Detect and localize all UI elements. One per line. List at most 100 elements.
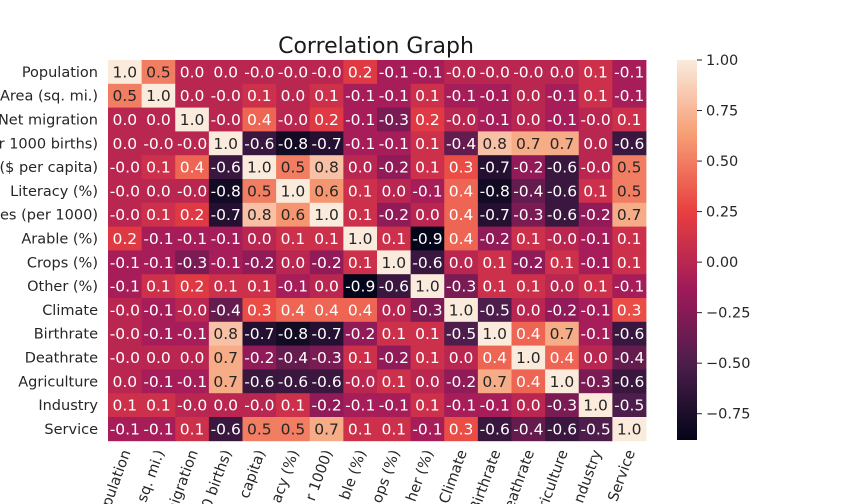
cell-value-label: 0.1	[583, 278, 608, 296]
cell-value-label: 0.1	[583, 87, 608, 105]
heatmap-cell	[612, 131, 647, 156]
heatmap-cell	[309, 107, 344, 132]
heatmap-cell	[309, 83, 344, 108]
heatmap-cell	[242, 417, 277, 442]
heatmap-cell	[242, 179, 277, 204]
cell-value-label: -0.2	[513, 159, 543, 177]
heatmap-cell	[276, 202, 311, 227]
heatmap-cell	[276, 226, 311, 251]
cell-value-label: 0.7	[550, 325, 575, 343]
cell-value-label: 0.4	[180, 159, 205, 177]
cell-value-label: 0.4	[516, 325, 541, 343]
cell-value-label: 0.5	[281, 420, 306, 438]
heatmap-cell	[309, 345, 344, 370]
cell-value-label: -0.2	[311, 254, 341, 272]
cell-value-label: -0.1	[345, 397, 375, 415]
row-label: Literacy (%)	[10, 184, 98, 200]
heatmap-cell	[444, 179, 479, 204]
heatmap-cell	[578, 274, 613, 299]
heatmap-cell	[545, 250, 580, 275]
column-label: eathrate	[502, 448, 538, 504]
cell-value-label: 0.3	[247, 301, 272, 319]
cell-value-label: 0.1	[516, 278, 541, 296]
heatmap-cell	[477, 155, 512, 180]
cell-value-label: -0.0	[110, 325, 140, 343]
heatmap-cell	[175, 369, 210, 394]
heatmap-cell	[175, 298, 210, 323]
cell-value-label: 0.0	[583, 349, 608, 367]
cell-value-label: 0.1	[281, 230, 306, 248]
row-label: es (per 1000)	[0, 208, 98, 224]
heatmap-cell	[208, 345, 243, 370]
heatmap-cell	[444, 250, 479, 275]
cell-value-label: 0.8	[482, 135, 507, 153]
cell-value-label: 0.1	[583, 182, 608, 200]
heatmap-cell	[410, 83, 445, 108]
heatmap-cell	[276, 179, 311, 204]
cell-value-label: 0.1	[550, 254, 575, 272]
heatmap-cell	[276, 369, 311, 394]
heatmap-cell	[511, 369, 546, 394]
cell-value-label: -0.3	[580, 373, 610, 391]
cell-value-label: 0.0	[516, 397, 541, 415]
heatmap-cell	[444, 345, 479, 370]
heatmap-cell	[545, 321, 580, 346]
cell-value-label: 0.4	[550, 349, 575, 367]
cell-value-label: -0.6	[547, 182, 577, 200]
cell-value-label: 0.1	[583, 63, 608, 81]
cell-value-label: 0.0	[180, 63, 205, 81]
cell-value-label: -0.7	[211, 206, 241, 224]
cell-value-label: -0.0	[580, 159, 610, 177]
heatmap-cell	[410, 202, 445, 227]
cell-value-label: -0.1	[177, 373, 207, 391]
heatmap-cell	[511, 179, 546, 204]
cell-value-label: -0.1	[446, 397, 476, 415]
row-label: Arable (%)	[21, 232, 98, 248]
heatmap-cell	[477, 417, 512, 442]
heatmap-cell	[175, 155, 210, 180]
heatmap-cell	[242, 369, 277, 394]
cell-value-label: 0.0	[180, 349, 205, 367]
cell-value-label: -0.1	[614, 63, 644, 81]
cell-value-label: 0.5	[112, 87, 137, 105]
heatmap-cell	[511, 250, 546, 275]
cell-value-label: 0.1	[146, 159, 171, 177]
column-label: Climate	[437, 448, 471, 504]
heatmap-cell	[343, 274, 378, 299]
heatmap-cell	[242, 298, 277, 323]
cell-value-label: 0.4	[449, 230, 474, 248]
heatmap-cell	[208, 202, 243, 227]
cell-value-label: -0.8	[278, 325, 308, 343]
heatmap-cell	[444, 202, 479, 227]
heatmap-cell	[578, 321, 613, 346]
heatmap-cell	[175, 60, 210, 85]
heatmap-cell	[175, 250, 210, 275]
heatmap-cell	[141, 202, 176, 227]
heatmap-cell	[175, 179, 210, 204]
heatmap-cell	[377, 226, 412, 251]
heatmap-cell	[242, 393, 277, 418]
heatmap-cell	[545, 202, 580, 227]
heatmap-cell	[309, 369, 344, 394]
heatmap-cell	[242, 107, 277, 132]
cell-value-label: 0.3	[449, 420, 474, 438]
cell-value-label: 0.2	[348, 63, 373, 81]
cell-value-label: -0.7	[311, 135, 341, 153]
heatmap-cell	[343, 298, 378, 323]
colorbar-tick-label: −0.75	[706, 407, 750, 423]
heatmap-cell	[141, 298, 176, 323]
heatmap-cell	[242, 60, 277, 85]
heatmap-cell	[511, 60, 546, 85]
heatmap-cell	[343, 250, 378, 275]
heatmap-cell	[477, 107, 512, 132]
cell-value-label: 0.2	[180, 278, 205, 296]
heatmap-cell	[242, 321, 277, 346]
cell-value-label: 0.0	[516, 301, 541, 319]
cell-value-label: -0.0	[110, 159, 140, 177]
cell-value-label: -0.2	[345, 325, 375, 343]
heatmap-cell	[175, 107, 210, 132]
heatmap-cell	[208, 131, 243, 156]
cell-value-label: 0.3	[617, 301, 642, 319]
heatmap-cell	[343, 131, 378, 156]
